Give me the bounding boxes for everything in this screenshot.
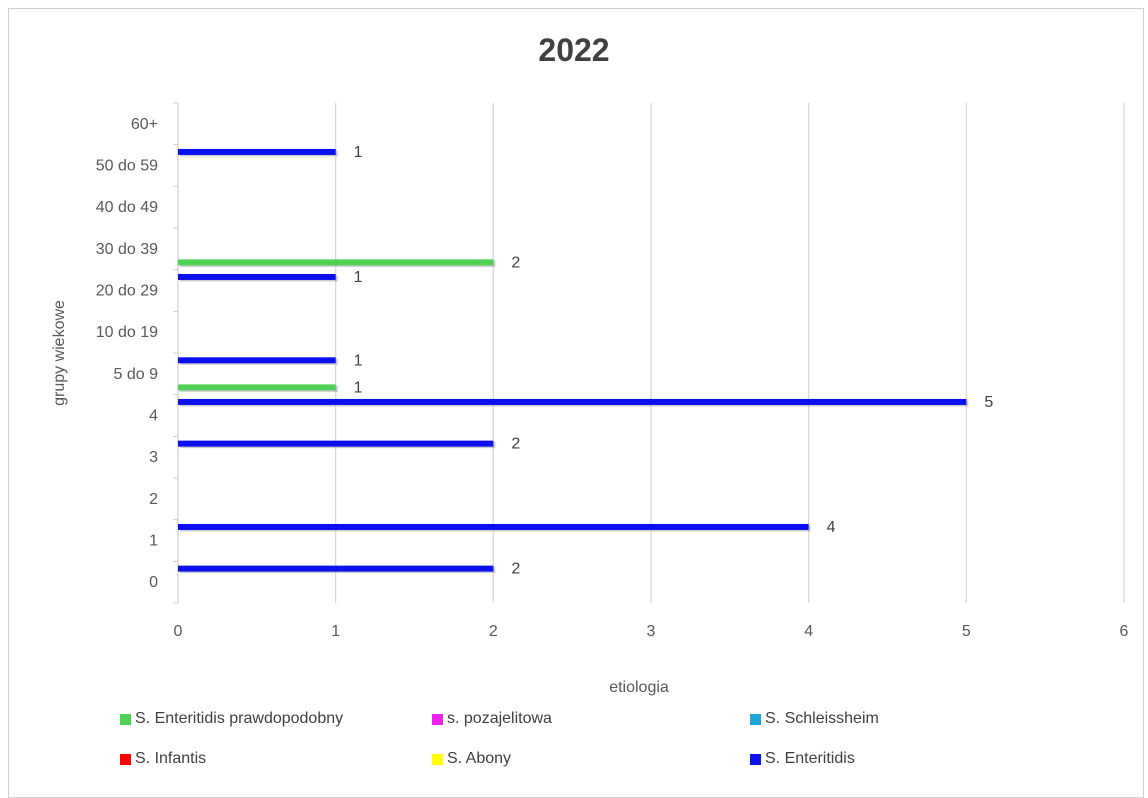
bar [178,148,336,155]
data-label: 1 [354,352,363,369]
data-label: 2 [511,436,520,453]
y-tick-label: 5 do 9 [114,366,159,383]
y-tick-label: 60+ [131,116,158,133]
bar [178,398,967,405]
y-tick-label: 20 do 29 [96,283,158,300]
data-label: 2 [511,254,520,271]
y-axis-title: grupy wiekowe [51,300,68,406]
bar [178,273,336,280]
data-label: 5 [984,394,993,411]
bar [178,357,336,364]
x-tick-label: 5 [962,623,971,640]
x-axis-title: etiologia [609,679,669,696]
y-tick-label: 2 [149,491,158,508]
y-tick-label: 40 do 49 [96,199,158,216]
x-tick-label: 0 [174,623,183,640]
x-tick-label: 6 [1120,623,1129,640]
y-tick-label: 3 [149,449,158,466]
x-tick-label: 1 [331,623,340,640]
data-label: 2 [511,561,520,578]
data-label: 1 [354,144,363,161]
y-tick-label: 30 do 39 [96,241,158,258]
data-label: 4 [827,519,836,536]
data-label: 1 [354,379,363,396]
x-tick-label: 2 [489,623,498,640]
y-tick-label: 10 do 19 [96,324,158,341]
data-label: 1 [354,269,363,286]
x-tick-label: 4 [804,623,813,640]
x-tick-label: 3 [647,623,656,640]
bar [178,384,336,391]
bar [178,259,494,266]
bar [178,565,494,572]
y-tick-label: 0 [149,574,158,591]
y-tick-label: 1 [149,533,158,550]
y-tick-label: 4 [149,408,158,425]
bar [178,440,494,447]
chart-title: 2022 [538,32,610,68]
y-tick-label: 50 do 59 [96,158,158,175]
bar [178,523,809,530]
